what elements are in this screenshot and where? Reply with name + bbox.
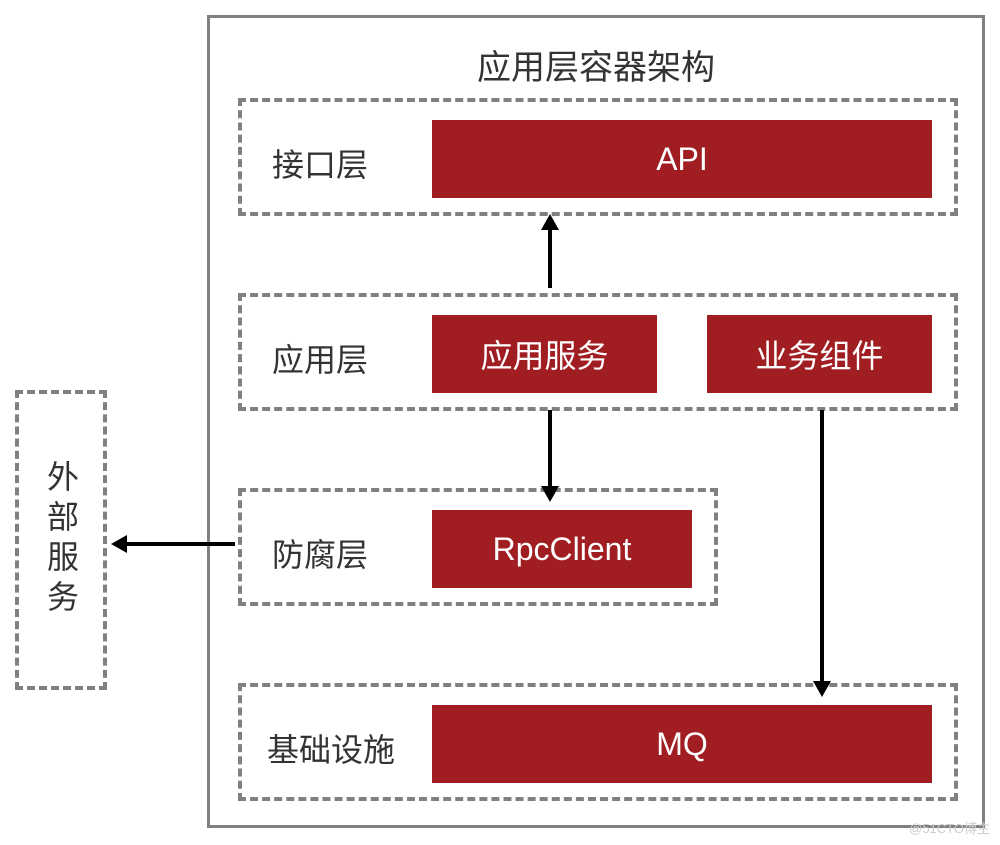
- arrow-anticorruption-to-external: [125, 542, 235, 546]
- arrow-appservice-to-api: [548, 228, 552, 288]
- arrow-appservice-to-rpc: [548, 410, 552, 488]
- application-layer-box: 应用层 应用服务 业务组件: [238, 293, 958, 411]
- rpc-client-box: RpcClient: [432, 510, 692, 588]
- external-service-label: 外部服务: [38, 460, 84, 620]
- arrow-anticorruption-to-external-head: [111, 535, 127, 553]
- infrastructure-layer-box: 基础设施 MQ: [238, 683, 958, 801]
- arrow-appservice-to-rpc-head: [541, 486, 559, 502]
- infrastructure-layer-label: 基础设施: [267, 725, 395, 771]
- business-component-box: 业务组件: [707, 315, 932, 393]
- external-service-box: 外部服务: [15, 390, 107, 690]
- interface-layer-box: 接口层 API: [238, 98, 958, 216]
- watermark-text: @51CTO博主: [909, 818, 990, 837]
- interface-layer-label: 接口层: [272, 140, 368, 186]
- api-box: API: [432, 120, 932, 198]
- application-layer-label: 应用层: [272, 335, 368, 381]
- diagram-title: 应用层容器架构: [210, 40, 982, 89]
- anticorruption-layer-label: 防腐层: [272, 530, 368, 576]
- arrow-component-to-mq-head: [813, 681, 831, 697]
- anticorruption-layer-box: 防腐层 RpcClient: [238, 488, 718, 606]
- main-container: 应用层容器架构 接口层 API 应用层 应用服务 业务组件 防腐层 RpcCli…: [207, 15, 985, 828]
- arrow-appservice-to-api-head: [541, 214, 559, 230]
- mq-box: MQ: [432, 705, 932, 783]
- arrow-component-to-mq: [820, 410, 824, 683]
- app-service-box: 应用服务: [432, 315, 657, 393]
